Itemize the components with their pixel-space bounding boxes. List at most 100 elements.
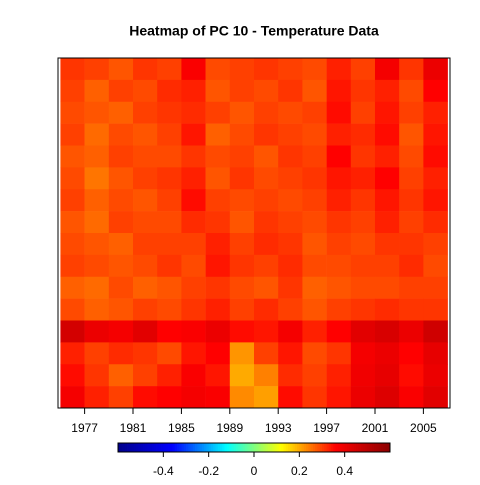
heatmap-cell xyxy=(205,145,231,168)
colorbar-step xyxy=(365,443,368,452)
colorbar-step xyxy=(251,443,255,452)
heatmap-cell xyxy=(133,276,158,299)
colorbar-step xyxy=(278,443,282,452)
heatmap-cell xyxy=(60,167,85,190)
heatmap-cell xyxy=(374,233,400,256)
colorbar-step xyxy=(308,443,312,452)
colorbar-step xyxy=(149,443,153,452)
heatmap-cell xyxy=(278,254,303,278)
heatmap-cell xyxy=(205,342,231,365)
heatmap-cell xyxy=(254,233,279,256)
colorbar-step xyxy=(374,443,377,452)
heatmap-cell xyxy=(302,254,327,278)
heatmap-cell xyxy=(157,386,182,409)
heatmap-cell xyxy=(157,254,182,278)
heatmap-cell xyxy=(181,364,206,387)
heatmap-cell xyxy=(84,298,110,321)
colorbar-step xyxy=(156,443,160,452)
heatmap-cell xyxy=(278,364,303,387)
colorbar-step xyxy=(179,443,182,452)
colorbar-step xyxy=(380,443,384,452)
heatmap-cell xyxy=(302,342,327,365)
heatmap-cell xyxy=(278,189,303,212)
heatmap-cell xyxy=(423,233,448,256)
colorbar-step xyxy=(242,443,246,452)
heatmap-cell xyxy=(278,58,303,81)
heatmap-cell xyxy=(374,276,400,299)
colorbar-step xyxy=(297,443,300,452)
heatmap-cell xyxy=(229,298,255,321)
heatmap-cell xyxy=(60,58,85,81)
heatmap-cell xyxy=(374,145,400,168)
heatmap-cell xyxy=(302,123,327,146)
colorbar-step xyxy=(356,443,359,452)
heatmap-cell xyxy=(84,254,110,278)
colorbar-step xyxy=(319,443,323,452)
colorbar-step xyxy=(120,443,123,452)
colorbar-step xyxy=(199,443,203,452)
heatmap-cell xyxy=(350,233,376,256)
colorbar-step xyxy=(158,443,162,452)
heatmap-cell xyxy=(133,79,158,103)
colorbar-step xyxy=(240,443,244,452)
heatmap-cell xyxy=(423,342,448,365)
heatmap-cell xyxy=(60,123,85,146)
heatmap-cell xyxy=(60,211,85,234)
colorbar-step xyxy=(201,443,205,452)
colorbar-step xyxy=(369,443,373,452)
colorbar-step xyxy=(285,443,289,452)
colorbar-step xyxy=(387,443,391,452)
heatmap-cell xyxy=(374,58,400,81)
heatmap-cell xyxy=(108,298,134,321)
colorbar-step xyxy=(181,443,185,452)
heatmap-cell xyxy=(181,342,206,365)
colorbar-step xyxy=(215,443,219,452)
heatmap-cell xyxy=(60,79,85,103)
heatmap-cell xyxy=(254,79,279,103)
heatmap-cell xyxy=(157,79,182,103)
colorbar-step xyxy=(131,443,135,452)
heatmap-cell xyxy=(205,189,231,212)
colorbar-step xyxy=(349,443,352,452)
heatmap-cell xyxy=(374,123,400,146)
colorbar-step xyxy=(324,443,327,452)
colorbar-step xyxy=(118,443,121,452)
heatmap-cell xyxy=(229,386,255,409)
colorbar-step xyxy=(360,443,364,452)
heatmap-cell xyxy=(254,364,279,387)
heatmap-cell xyxy=(278,101,303,124)
heatmap-cell xyxy=(181,79,206,103)
heatmap-cell xyxy=(84,79,110,103)
heatmap-cell xyxy=(350,167,376,190)
colorbar-step xyxy=(322,443,325,452)
colorbar-step xyxy=(247,443,250,452)
x-tick-label: 1985 xyxy=(168,421,195,435)
heatmap-cell xyxy=(278,320,303,343)
colorbar-step xyxy=(204,443,207,452)
heatmap-cell xyxy=(374,167,400,190)
heatmap-cell xyxy=(84,386,110,409)
colorbar-tick-label: 0.2 xyxy=(291,464,308,478)
heatmap-cell xyxy=(350,123,376,146)
colorbar-step xyxy=(140,443,144,452)
heatmap-cell xyxy=(278,123,303,146)
colorbar-step xyxy=(224,443,228,452)
heatmap-cell xyxy=(423,189,448,212)
heatmap-cell xyxy=(181,211,206,234)
heatmap-cell xyxy=(181,58,206,81)
heatmap-cell xyxy=(254,276,279,299)
colorbar-step xyxy=(326,443,330,452)
colorbar-step xyxy=(129,443,132,452)
heatmap-cell xyxy=(133,342,158,365)
heatmap-cell xyxy=(254,298,279,321)
heatmap-cell xyxy=(84,123,110,146)
heatmap-cell xyxy=(254,101,279,124)
heatmap-cell xyxy=(84,167,110,190)
heatmap-cell xyxy=(374,211,400,234)
colorbar-step xyxy=(383,443,386,452)
heatmap-cell xyxy=(399,79,424,103)
heatmap-cell xyxy=(326,145,352,168)
heatmap-cell xyxy=(350,320,376,343)
heatmap-cell xyxy=(133,101,158,124)
heatmap-cell xyxy=(302,58,327,81)
